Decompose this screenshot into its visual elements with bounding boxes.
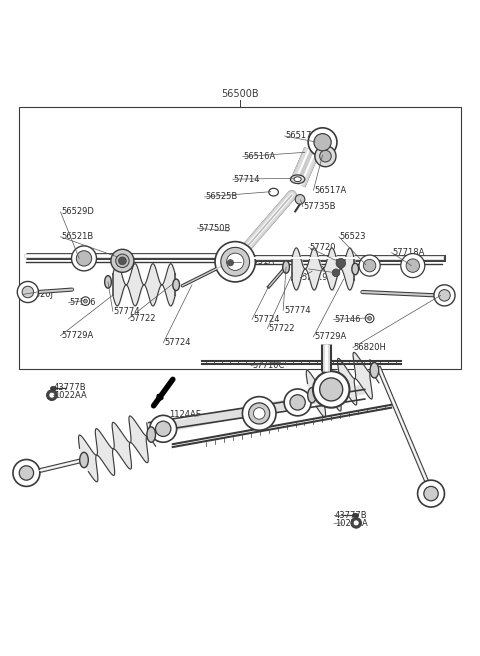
Ellipse shape xyxy=(294,177,301,182)
Circle shape xyxy=(314,134,331,151)
Circle shape xyxy=(47,390,57,400)
Circle shape xyxy=(150,415,177,442)
Circle shape xyxy=(116,254,129,268)
Bar xyxy=(19,107,461,369)
Text: 56529D: 56529D xyxy=(61,207,94,216)
Circle shape xyxy=(19,466,34,480)
Text: 57146: 57146 xyxy=(335,315,361,324)
Text: 56551A: 56551A xyxy=(242,257,274,266)
Text: 57729A: 57729A xyxy=(61,331,94,340)
Circle shape xyxy=(336,258,346,268)
Text: 56500B: 56500B xyxy=(221,89,259,99)
Circle shape xyxy=(72,246,96,271)
Text: 56517A: 56517A xyxy=(314,186,347,195)
Circle shape xyxy=(81,297,90,306)
Ellipse shape xyxy=(370,363,379,378)
Text: 57718A: 57718A xyxy=(393,248,425,257)
Circle shape xyxy=(290,395,305,410)
Circle shape xyxy=(359,255,380,276)
Ellipse shape xyxy=(105,276,111,288)
Text: 56525B: 56525B xyxy=(205,192,238,201)
Circle shape xyxy=(320,150,331,162)
Circle shape xyxy=(308,128,337,157)
Circle shape xyxy=(332,269,340,277)
Circle shape xyxy=(295,195,305,204)
Text: 1124AE: 1124AE xyxy=(169,410,202,419)
Circle shape xyxy=(22,286,34,298)
Polygon shape xyxy=(306,352,379,417)
Circle shape xyxy=(401,254,425,277)
Text: 57735B: 57735B xyxy=(304,202,336,211)
Text: 57146: 57146 xyxy=(70,298,96,307)
Text: 56532B: 56532B xyxy=(310,264,342,274)
Circle shape xyxy=(13,459,40,486)
Ellipse shape xyxy=(308,388,316,403)
Circle shape xyxy=(119,257,126,264)
Circle shape xyxy=(284,389,311,416)
Text: 57714: 57714 xyxy=(234,174,260,184)
Circle shape xyxy=(84,299,87,303)
Text: 1022AA: 1022AA xyxy=(54,391,86,400)
Circle shape xyxy=(49,392,55,398)
Text: 56516A: 56516A xyxy=(244,152,276,161)
Circle shape xyxy=(249,403,270,424)
Text: 56820J: 56820J xyxy=(24,290,53,299)
Circle shape xyxy=(253,407,265,419)
Ellipse shape xyxy=(269,188,278,196)
Text: 57774: 57774 xyxy=(114,307,140,316)
Circle shape xyxy=(215,241,255,282)
Text: 56523: 56523 xyxy=(340,232,366,241)
Text: 57724: 57724 xyxy=(253,315,279,324)
Circle shape xyxy=(406,259,420,272)
Text: 1022AA: 1022AA xyxy=(335,519,368,528)
Text: 57729A: 57729A xyxy=(314,332,347,341)
Text: 57724: 57724 xyxy=(164,338,191,348)
Ellipse shape xyxy=(173,279,180,291)
Text: 43777B: 43777B xyxy=(335,511,368,520)
Circle shape xyxy=(424,486,438,501)
Ellipse shape xyxy=(352,263,359,275)
Text: 56517B: 56517B xyxy=(286,131,318,140)
Circle shape xyxy=(363,259,376,272)
Text: 43777B: 43777B xyxy=(54,382,86,392)
Circle shape xyxy=(227,253,244,270)
Circle shape xyxy=(221,247,250,276)
Circle shape xyxy=(434,285,455,306)
Circle shape xyxy=(365,314,374,323)
Circle shape xyxy=(351,518,361,528)
Text: 57774: 57774 xyxy=(284,306,311,315)
Circle shape xyxy=(242,397,276,430)
Circle shape xyxy=(76,251,92,266)
Circle shape xyxy=(353,520,359,525)
Text: 56521B: 56521B xyxy=(61,232,94,241)
Circle shape xyxy=(439,289,450,301)
Text: 57722: 57722 xyxy=(129,314,156,323)
Ellipse shape xyxy=(147,427,156,442)
Circle shape xyxy=(368,316,372,320)
Ellipse shape xyxy=(290,175,305,184)
Circle shape xyxy=(313,371,349,407)
Polygon shape xyxy=(79,416,156,482)
Circle shape xyxy=(111,249,134,272)
Circle shape xyxy=(156,421,171,436)
Ellipse shape xyxy=(80,453,88,468)
Circle shape xyxy=(228,260,233,266)
Text: 57750B: 57750B xyxy=(198,224,230,233)
Circle shape xyxy=(418,480,444,507)
Circle shape xyxy=(320,378,343,401)
Text: 57722: 57722 xyxy=(268,324,295,333)
Circle shape xyxy=(17,281,38,302)
Circle shape xyxy=(315,146,336,167)
Text: 57710C: 57710C xyxy=(252,361,284,370)
Text: 57720: 57720 xyxy=(310,243,336,252)
Ellipse shape xyxy=(283,261,289,274)
Text: 56820H: 56820H xyxy=(354,343,386,352)
Text: 57719: 57719 xyxy=(301,273,328,282)
